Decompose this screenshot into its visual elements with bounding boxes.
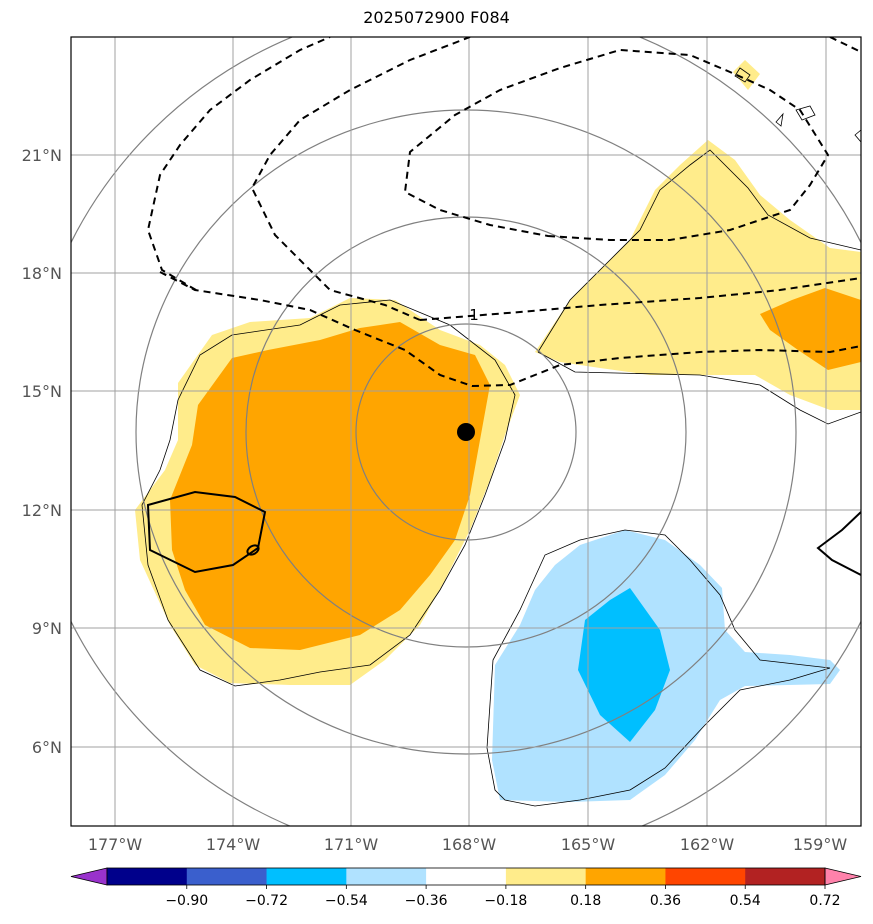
colorbar-segment <box>266 868 347 885</box>
colorbar: −0.90 −0.72 −0.54 −0.36 −0.18 0.18 0.36 0.54 0.7… <box>70 867 862 909</box>
colorbar-frame <box>106 867 826 886</box>
colorbar-segment <box>505 868 587 885</box>
positive-anomaly-orange-west <box>170 322 490 650</box>
colorbar-segment <box>745 868 826 885</box>
map-frame <box>70 36 862 827</box>
colorbar-segment <box>585 868 666 885</box>
lon-label: 177°W <box>88 835 143 854</box>
dashed-contours <box>146 37 861 388</box>
lon-label: 174°W <box>206 835 261 854</box>
lat-label: 9°N <box>32 619 62 638</box>
lat-label: 21°N <box>22 146 62 165</box>
colorbar-segment <box>665 868 746 885</box>
lat-label: 15°N <box>22 382 62 401</box>
colorbar-tick-label: 0.72 <box>809 893 840 909</box>
negative-anomaly-blue-south <box>578 588 670 742</box>
longitude-labels: 177°W 174°W 171°W 168°W 165°W 162°W 159°… <box>88 835 848 854</box>
colorbar-extend-min <box>70 867 108 886</box>
center-marker <box>457 423 475 441</box>
colorbar-extend-max <box>824 867 862 886</box>
lon-label: 171°W <box>324 835 379 854</box>
map-plot-area: 1 <box>71 37 861 826</box>
colorbar-tick-label: −0.72 <box>245 893 288 909</box>
colorbar-tick-label: −0.18 <box>484 893 527 909</box>
lon-label: 159°W <box>793 835 848 854</box>
lat-label: 18°N <box>22 264 62 283</box>
latitude-labels: 21°N 18°N 15°N 12°N 9°N 6°N <box>22 146 62 757</box>
positive-anomaly-orange-east <box>760 288 861 370</box>
lat-label: 6°N <box>32 738 62 757</box>
colorbar-segment <box>107 868 188 885</box>
colorbar-tick-label: 0.36 <box>650 893 681 909</box>
lat-label: 12°N <box>22 501 62 520</box>
colorbar-tick-label: −0.36 <box>405 893 448 909</box>
map-title: 2025072900 F084 <box>363 8 510 27</box>
colorbar-tick-label: −0.54 <box>325 893 368 909</box>
colorbar-tick-label: 0.54 <box>730 893 761 909</box>
lon-label: 168°W <box>442 835 497 854</box>
colorbar-tick-label: 0.18 <box>570 893 601 909</box>
gridlines <box>71 37 861 826</box>
solid-contours <box>146 490 861 576</box>
colorbar-tick-label: −0.90 <box>165 893 208 909</box>
contour-label: 1 <box>469 306 479 324</box>
colorbar-segment <box>186 868 268 885</box>
positive-anomaly-light-east <box>535 140 861 410</box>
colorbar-segment <box>426 868 507 885</box>
colorbar-segment <box>346 868 427 885</box>
lon-label: 165°W <box>561 835 616 854</box>
lon-label: 162°W <box>680 835 735 854</box>
